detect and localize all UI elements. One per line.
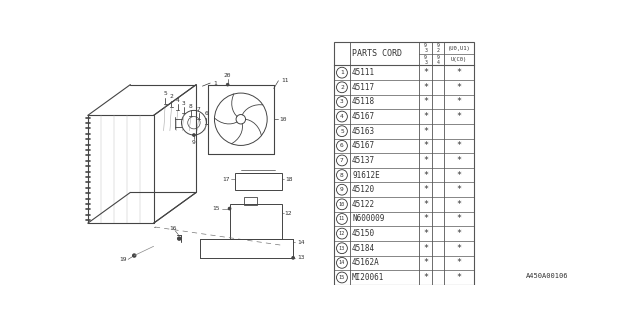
Text: PARTS CORD: PARTS CORD (352, 49, 402, 58)
Text: MI20061: MI20061 (352, 273, 385, 282)
Text: 45167: 45167 (352, 141, 375, 150)
Text: 45150: 45150 (352, 229, 375, 238)
Text: 15: 15 (339, 275, 345, 280)
Text: *: * (423, 83, 428, 92)
Text: 11: 11 (339, 216, 345, 221)
Text: 12: 12 (285, 211, 292, 216)
Text: *: * (423, 171, 428, 180)
Text: 3: 3 (182, 100, 186, 106)
Text: 45122: 45122 (352, 200, 375, 209)
Text: *: * (456, 185, 461, 194)
Circle shape (178, 237, 180, 240)
Text: 4: 4 (176, 98, 180, 102)
Text: *: * (456, 112, 461, 121)
Text: 45184: 45184 (352, 244, 375, 253)
Text: 9
3: 9 3 (424, 55, 427, 65)
Text: *: * (456, 83, 461, 92)
Circle shape (182, 110, 206, 135)
Text: 45137: 45137 (352, 156, 375, 165)
Text: 15: 15 (212, 206, 220, 211)
Text: 45162A: 45162A (352, 258, 380, 267)
Text: *: * (456, 68, 461, 77)
Text: (U0,U1): (U0,U1) (447, 45, 470, 51)
Text: 4: 4 (340, 114, 344, 119)
Text: 17: 17 (222, 177, 230, 182)
Text: 10: 10 (339, 202, 345, 207)
Bar (244, 197, 257, 205)
Text: 1: 1 (214, 81, 218, 85)
Text: 13: 13 (339, 246, 345, 251)
Text: *: * (423, 141, 428, 150)
Text: 7: 7 (196, 107, 200, 112)
Text: *: * (423, 258, 428, 267)
Circle shape (228, 207, 231, 210)
Text: 45117: 45117 (352, 83, 375, 92)
Text: 1: 1 (340, 70, 344, 75)
Text: *: * (456, 214, 461, 223)
Text: *: * (423, 214, 428, 223)
Text: A450A00106: A450A00106 (525, 273, 568, 279)
Text: 45120: 45120 (352, 185, 375, 194)
Text: 3: 3 (340, 100, 344, 104)
Text: 2: 2 (170, 94, 173, 100)
Text: *: * (456, 156, 461, 165)
Text: 9: 9 (340, 187, 344, 192)
Text: 9
2: 9 2 (436, 43, 440, 53)
Text: *: * (456, 200, 461, 209)
Text: N600009: N600009 (352, 214, 385, 223)
Text: 5: 5 (163, 91, 167, 96)
Text: 45118: 45118 (352, 97, 375, 107)
Text: 91612E: 91612E (352, 171, 380, 180)
Text: *: * (423, 156, 428, 165)
Text: 16: 16 (169, 226, 177, 231)
Text: *: * (456, 97, 461, 107)
Text: 8: 8 (340, 172, 344, 178)
Text: *: * (423, 127, 428, 136)
Text: 10: 10 (279, 117, 287, 122)
Circle shape (292, 257, 294, 259)
Text: *: * (423, 97, 428, 107)
Text: 9
4: 9 4 (436, 55, 440, 65)
Text: *: * (456, 229, 461, 238)
Text: 45163: 45163 (352, 127, 375, 136)
Text: 6: 6 (204, 111, 208, 116)
Text: *: * (423, 229, 428, 238)
Circle shape (132, 254, 136, 257)
Bar (230, 204, 282, 239)
Text: 14: 14 (297, 240, 305, 245)
Text: 19: 19 (119, 257, 126, 262)
Text: 45167: 45167 (352, 112, 375, 121)
Circle shape (226, 83, 229, 86)
Bar (334, 42, 474, 285)
Text: 11: 11 (282, 78, 289, 83)
Text: 9: 9 (192, 140, 196, 145)
Text: 7: 7 (340, 158, 344, 163)
Text: 2: 2 (340, 85, 344, 90)
Text: 20: 20 (224, 73, 232, 78)
Text: 5: 5 (340, 129, 344, 134)
Text: *: * (423, 200, 428, 209)
Text: *: * (423, 112, 428, 121)
Text: 8: 8 (189, 104, 193, 109)
Text: *: * (456, 244, 461, 253)
Text: *: * (423, 68, 428, 77)
Text: *: * (423, 185, 428, 194)
Text: *: * (456, 273, 461, 282)
Text: 9
3: 9 3 (424, 43, 427, 53)
Text: 18: 18 (285, 177, 293, 182)
Text: *: * (456, 171, 461, 180)
Bar (235, 173, 282, 190)
Text: *: * (456, 258, 461, 267)
Text: *: * (456, 141, 461, 150)
Text: *: * (423, 244, 428, 253)
Text: 6: 6 (340, 143, 344, 148)
Circle shape (193, 134, 195, 136)
Text: U(C0): U(C0) (451, 57, 467, 62)
Text: 12: 12 (339, 231, 345, 236)
Text: 45111: 45111 (352, 68, 375, 77)
Text: 13: 13 (297, 255, 305, 260)
Text: *: * (423, 273, 428, 282)
Text: 14: 14 (339, 260, 345, 265)
